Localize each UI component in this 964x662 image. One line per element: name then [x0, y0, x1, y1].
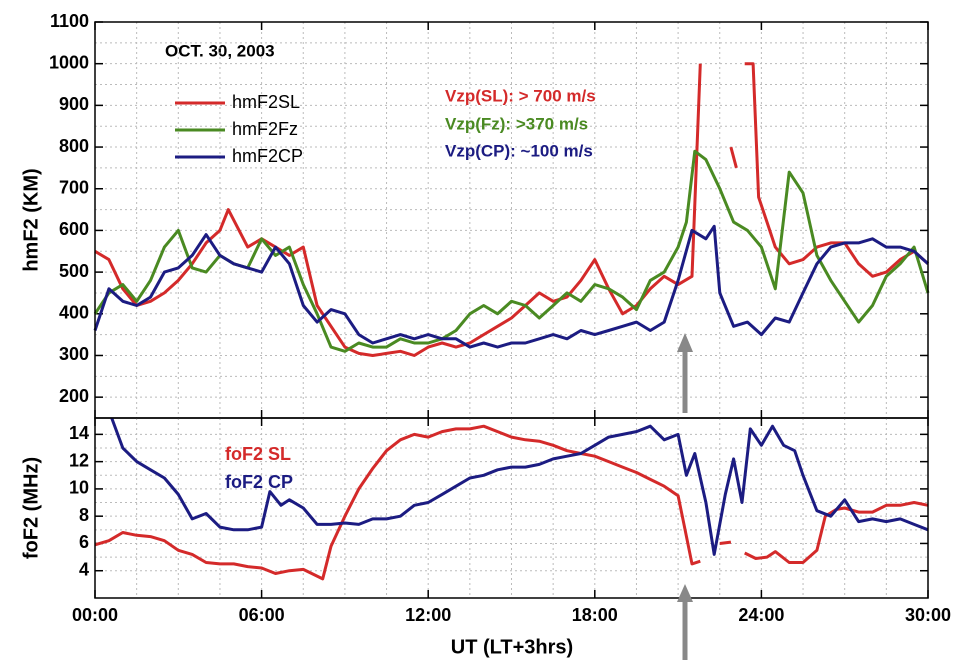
series-line: [94, 424, 929, 581]
y-tick-label: 10: [69, 478, 89, 498]
legend-label: foF2 SL: [225, 444, 291, 464]
series-line: [110, 417, 929, 556]
legend-label: foF2 CP: [225, 472, 293, 492]
x-tick-label: 12:00: [405, 605, 451, 625]
arrow: [677, 333, 693, 660]
series-line: [93, 224, 930, 349]
y-tick-label: 600: [59, 219, 89, 239]
y-axis-label: foF2 (MHz): [20, 457, 42, 559]
chart-title: OCT. 30, 2003: [165, 41, 275, 60]
y-tick-label: 900: [59, 94, 89, 114]
annotation: Vzp(Fz): >370 m/s: [445, 114, 588, 133]
y-tick-label: 4: [79, 559, 89, 579]
x-tick-label: 00:00: [72, 605, 118, 625]
y-tick-label: 6: [79, 532, 89, 552]
y-tick-label: 700: [59, 177, 89, 197]
y-tick-label: 500: [59, 261, 89, 281]
legend-label: hmF2Fz: [232, 119, 298, 139]
y-tick-label: 1000: [49, 52, 89, 72]
y-tick-label: 1100: [50, 11, 89, 31]
y-tick-label: 300: [59, 344, 89, 364]
annotation: Vzp(CP): ~100 m/s: [445, 141, 593, 160]
series-line: [94, 62, 930, 357]
legend-label: hmF2SL: [232, 92, 300, 112]
plot-frame: [94, 417, 929, 599]
x-axis-label: UT (LT+3hrs): [451, 636, 573, 658]
y-tick-label: 14: [69, 423, 89, 443]
annotation: Vzp(SL): > 700 m/s: [445, 86, 596, 105]
y-tick-label: 12: [69, 450, 89, 470]
y-tick-label: 400: [59, 303, 89, 323]
y-tick-label: 800: [59, 136, 89, 156]
y-axis-label: hmF2 (KM): [20, 168, 42, 271]
y-tick-label: 200: [59, 386, 89, 406]
x-tick-label: 30:00: [905, 605, 951, 625]
x-tick-label: 18:00: [572, 605, 618, 625]
x-tick-label: 06:00: [239, 605, 285, 625]
x-tick-label: 24:00: [738, 605, 784, 625]
legend-label: hmF2CP: [232, 146, 303, 166]
y-tick-label: 8: [79, 505, 89, 525]
